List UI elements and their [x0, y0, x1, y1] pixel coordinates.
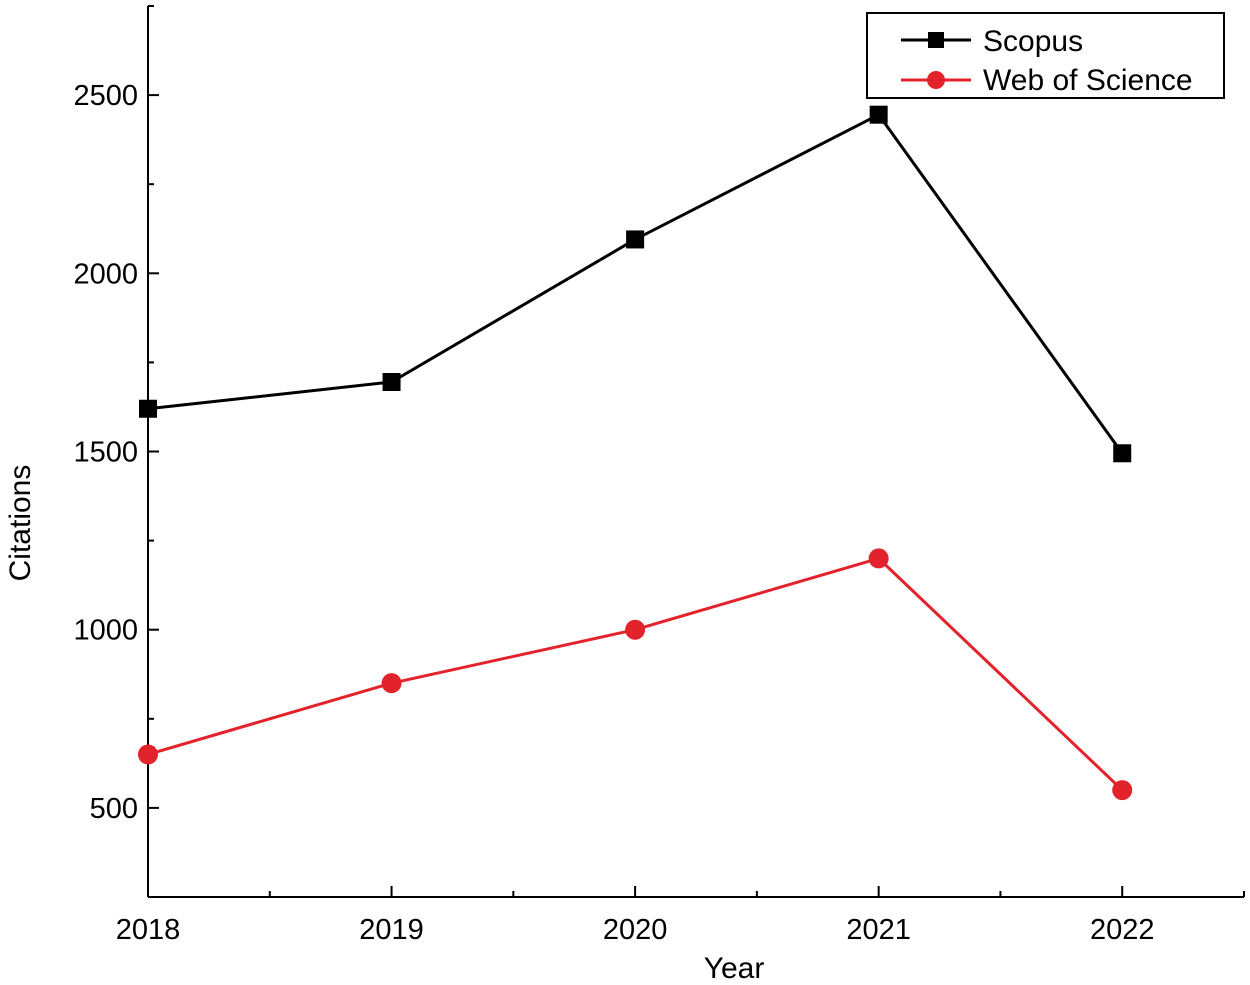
y-tick-label: 1500 — [73, 437, 138, 469]
data-point-web-of-science — [1112, 780, 1133, 801]
x-tick-label: 2022 — [1090, 914, 1155, 946]
x-tick-label: 2021 — [846, 914, 911, 946]
data-point-scopus — [869, 105, 888, 124]
data-point-web-of-science — [138, 744, 158, 765]
data-point-scopus — [139, 399, 157, 418]
data-point-scopus — [382, 373, 401, 392]
y-tick-label: 500 — [90, 793, 138, 825]
series-web-of-science — [138, 548, 1133, 801]
data-point-web-of-science — [381, 673, 402, 694]
ticks: 500 1000 1500 2000 2500 2018 2019 2020 2021 2022 — [73, 5, 1245, 946]
data-point-web-of-science — [625, 619, 646, 640]
data-point-web-of-science — [868, 548, 889, 569]
y-axis-title: Citations — [4, 465, 37, 582]
series-line-web-of-science — [147, 556, 1124, 792]
y-tick-label: 2500 — [73, 80, 138, 112]
axes — [147, 6, 1244, 898]
series-scopus — [139, 105, 1132, 463]
legend: Scopus Web of Science — [866, 12, 1225, 99]
series-line-scopus — [147, 113, 1124, 455]
data-point-scopus — [1113, 444, 1132, 463]
legend-box — [866, 12, 1225, 99]
legend-marker-wos — [927, 71, 945, 89]
legend-marker-scopus — [928, 32, 944, 48]
legend-label-wos: Web of Science — [983, 64, 1193, 97]
x-tick-label: 2019 — [359, 914, 424, 946]
y-tick-label: 1000 — [73, 615, 138, 647]
x-tick-label: 2020 — [603, 914, 668, 946]
data-point-scopus — [626, 230, 645, 249]
x-axis-title: Year — [704, 952, 765, 985]
legend-label-scopus: Scopus — [983, 25, 1083, 58]
x-tick-label: 2018 — [116, 914, 181, 946]
y-tick-label: 2000 — [73, 258, 138, 290]
series-layer — [138, 105, 1133, 801]
